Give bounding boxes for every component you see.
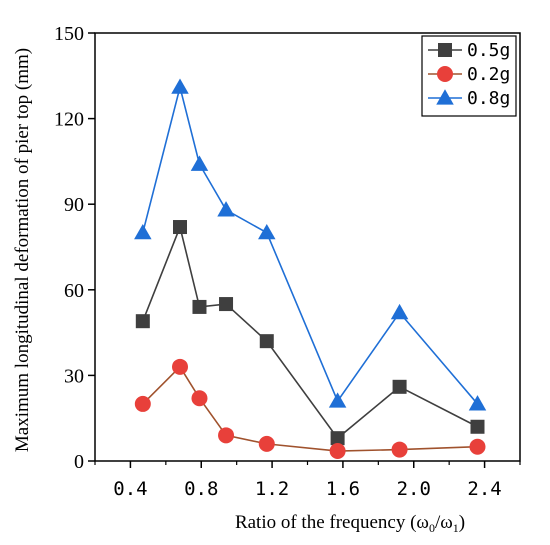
series-0.5g [135,220,485,446]
data-point [134,223,152,240]
data-point [134,395,151,412]
data-point [191,390,208,407]
legend-label: 0.2g [467,64,510,85]
data-point [192,299,207,314]
data-point [259,334,274,349]
x-tick-label: 1.2 [255,478,289,500]
data-point [470,419,485,434]
legend-marker [436,89,454,105]
x-tick-label: 0.8 [184,478,218,500]
x-tick-label: 0.4 [113,478,147,500]
data-point [258,435,275,452]
axes: 0 30 60 90 120 150 0.4 0.8 1.2 1.6 2.0 2.4 [54,23,521,500]
data-point [391,441,408,458]
data-point [469,438,486,455]
data-point [219,297,234,312]
data-point [173,220,187,235]
data-point [330,431,345,446]
data-point [329,443,346,460]
y-axis-title: Maximum longitudinal deformation of pier… [12,48,33,452]
y-tick-label: 0 [74,451,84,473]
legend-label: 0.5g [467,40,510,61]
series-0.2g [134,358,486,460]
series-0.8g [134,78,487,411]
data-point [468,395,487,411]
data-point [135,314,150,329]
y-tick-label: 150 [54,23,84,45]
data-point [258,223,276,240]
legend-marker [438,43,452,57]
data-point [392,379,407,394]
series-layer [134,78,487,460]
y-tick-label: 60 [64,280,84,302]
y-tick-label: 30 [64,365,84,387]
data-point [172,358,188,375]
legend-label: 0.8g [467,88,510,109]
series-line [142,87,479,405]
x-tick-label: 1.6 [326,478,360,500]
data-point [328,392,347,408]
legend-marker [437,66,453,82]
data-point [190,155,209,171]
x-tick-label: 2.0 [397,478,431,500]
data-point [171,78,189,94]
data-point [218,427,235,444]
data-point [217,201,235,217]
data-point [390,303,409,320]
series-line [142,365,478,452]
legend: 0.5g 0.2g 0.8g [421,35,517,117]
series-line [142,224,478,440]
y-tick-label: 120 [54,109,84,131]
y-tick-label: 90 [64,194,84,216]
x-tick-label: 2.4 [467,478,501,500]
x-axis-title: Ratio of the frequency (ω0/ω1) [235,512,465,535]
